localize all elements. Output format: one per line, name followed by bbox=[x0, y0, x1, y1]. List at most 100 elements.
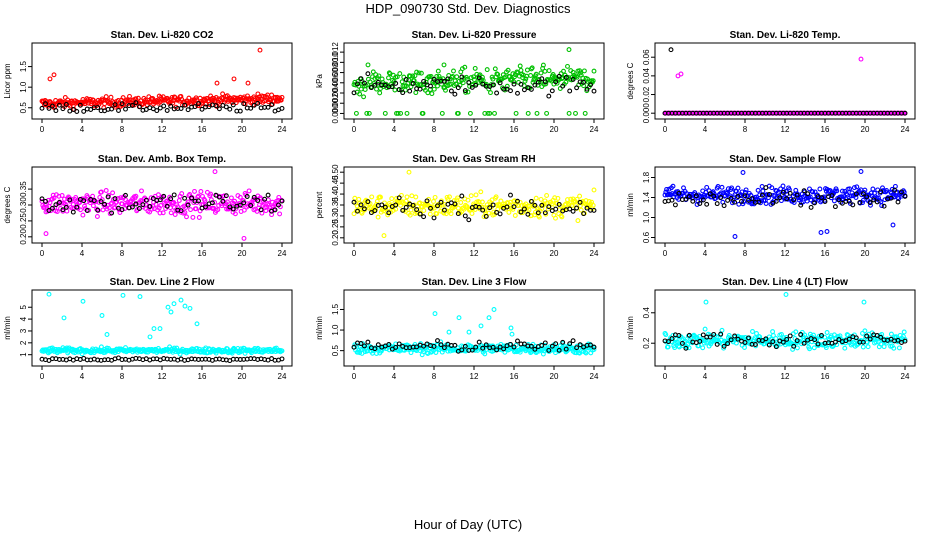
data-point bbox=[700, 332, 706, 338]
data-point bbox=[220, 91, 226, 97]
data-point bbox=[591, 187, 597, 193]
data-point bbox=[476, 204, 482, 210]
data-point bbox=[413, 90, 419, 96]
plot-title: Stan. Dev. Amb. Box Temp. bbox=[98, 154, 226, 165]
data-point bbox=[865, 344, 871, 350]
data-point bbox=[573, 110, 578, 116]
data-point bbox=[549, 343, 555, 349]
data-point bbox=[90, 97, 96, 103]
data-point bbox=[711, 331, 717, 337]
data-point bbox=[508, 192, 513, 198]
data-point bbox=[718, 190, 724, 196]
data-point bbox=[433, 350, 439, 355]
data-point bbox=[815, 341, 821, 347]
data-point bbox=[98, 199, 104, 205]
data-point bbox=[495, 72, 501, 77]
data-point bbox=[494, 90, 500, 96]
data-point bbox=[770, 200, 776, 206]
data-point bbox=[778, 331, 784, 337]
data-point bbox=[490, 202, 496, 208]
plot-panel-8: Stan. Dev. Line 4 (LT) Flow ml/min 0 4 8 12 16… bbox=[626, 277, 916, 381]
data-point bbox=[454, 74, 460, 80]
data-point bbox=[860, 197, 866, 203]
data-point bbox=[491, 307, 497, 312]
data-point bbox=[351, 344, 357, 350]
y-tick-label: 5 bbox=[19, 304, 28, 309]
data-point bbox=[435, 203, 440, 209]
plot-panel-1: Stan. Dev. Li-820 Pressure kPa 0 4 8 12 16 20 24… bbox=[315, 30, 605, 134]
data-point bbox=[251, 194, 257, 200]
data-point bbox=[95, 207, 101, 213]
plot-panel-7: Stan. Dev. Line 3 Flow ml/min 0 4 8 12 16 20 24 0… bbox=[315, 277, 605, 381]
data-point bbox=[577, 199, 583, 205]
data-point bbox=[99, 313, 105, 318]
data-point bbox=[794, 338, 800, 344]
data-point bbox=[553, 206, 559, 212]
data-point bbox=[279, 198, 285, 204]
data-point bbox=[424, 198, 430, 204]
data-point bbox=[82, 203, 87, 209]
data-point bbox=[386, 75, 391, 81]
data-point bbox=[884, 188, 889, 193]
data-point bbox=[241, 207, 247, 213]
data-point bbox=[434, 211, 440, 217]
data-point bbox=[582, 110, 588, 116]
data-point bbox=[397, 71, 403, 77]
data-point bbox=[417, 211, 423, 217]
data-point bbox=[542, 340, 548, 346]
data-point bbox=[221, 193, 227, 199]
data-point bbox=[407, 73, 413, 79]
data-point bbox=[566, 47, 572, 53]
data-point bbox=[212, 169, 218, 175]
data-point bbox=[151, 326, 157, 332]
data-point bbox=[137, 294, 143, 300]
data-point bbox=[110, 190, 116, 196]
plot-title: Stan. Dev. Line 4 (LT) Flow bbox=[722, 277, 848, 288]
data-point bbox=[546, 68, 552, 74]
data-point bbox=[536, 214, 542, 220]
data-point bbox=[56, 200, 62, 205]
data-point bbox=[168, 196, 174, 202]
data-point bbox=[704, 184, 710, 190]
data-point bbox=[471, 77, 477, 83]
data-point bbox=[672, 202, 678, 208]
y-tick-label: 0.002 bbox=[331, 93, 340, 114]
data-point bbox=[171, 192, 177, 198]
data-point bbox=[63, 202, 69, 208]
data-point bbox=[532, 346, 538, 352]
data-point bbox=[501, 346, 507, 352]
data-point bbox=[192, 188, 197, 194]
data-point bbox=[172, 212, 178, 217]
data-point bbox=[455, 205, 461, 211]
data-point bbox=[84, 208, 90, 213]
data-point bbox=[400, 90, 406, 96]
data-point bbox=[361, 343, 367, 349]
data-point bbox=[413, 194, 419, 200]
data-point bbox=[80, 298, 86, 304]
y-tick-label: 0.40 bbox=[331, 186, 340, 202]
data-point bbox=[810, 189, 816, 195]
data-point bbox=[91, 198, 97, 204]
data-point bbox=[539, 343, 545, 348]
data-point bbox=[120, 292, 126, 298]
x-tick-label: 16 bbox=[510, 372, 519, 381]
data-point bbox=[416, 70, 422, 76]
data-point bbox=[532, 202, 538, 208]
x-tick-label: 24 bbox=[278, 125, 287, 134]
data-point bbox=[147, 204, 153, 209]
data-point bbox=[857, 200, 863, 205]
data-point bbox=[402, 83, 408, 89]
data-point bbox=[451, 68, 456, 74]
data-point bbox=[588, 82, 593, 88]
data-point bbox=[546, 204, 552, 210]
data-point bbox=[535, 210, 541, 216]
data-point bbox=[514, 69, 520, 75]
data-point bbox=[533, 71, 539, 77]
data-point bbox=[669, 197, 675, 203]
data-point bbox=[493, 194, 499, 200]
data-point bbox=[465, 197, 471, 203]
data-point bbox=[269, 92, 275, 98]
data-point bbox=[60, 207, 66, 213]
data-point bbox=[157, 210, 163, 216]
data-point bbox=[161, 103, 167, 109]
